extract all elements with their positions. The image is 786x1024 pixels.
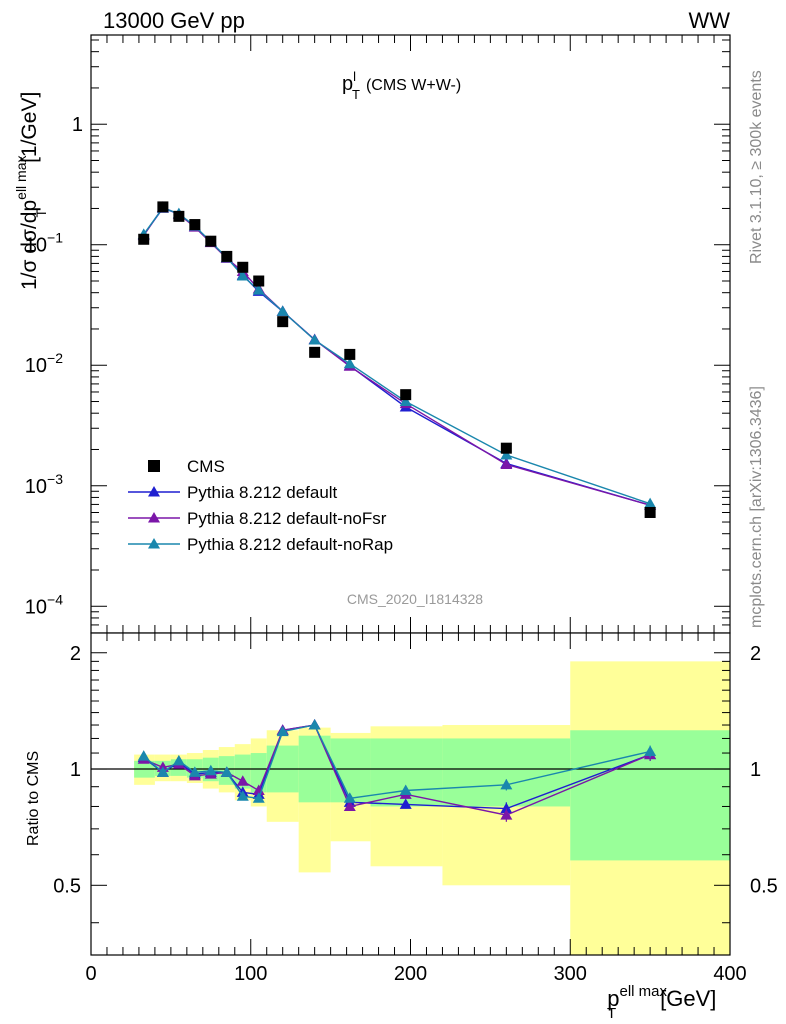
data-point-cms: [277, 316, 289, 328]
ratio-point-noRap: [204, 764, 217, 776]
ratio-point-noFsr: [343, 800, 356, 811]
legend: CMS Pythia 8.212 default Pythia 8.212 defa…: [128, 457, 393, 554]
ratio-y-tick-label-right: 1: [750, 759, 761, 781]
legend-label-noFsr: Pythia 8.212 default-noFsr: [187, 509, 387, 528]
ratio-point-noFsr: [252, 784, 265, 795]
series-point-noRap: [500, 448, 513, 460]
ratio-point-default: [399, 798, 412, 809]
ratio-plot-axes: 0.5 0.5 1 1 2 2 0 100 200 300 400: [53, 632, 778, 985]
series-point-noRap: [236, 270, 249, 281]
data-point-cms: [173, 210, 185, 222]
data-point-cms: [237, 261, 249, 273]
x-tick-label: 400: [713, 963, 746, 985]
side-text-rivet: Rivet 3.1.10, ≥ 300k events: [748, 70, 765, 264]
series-point-noRap: [252, 284, 265, 295]
main-plot-area: [91, 35, 730, 633]
uncertainty-band-inner: [442, 738, 571, 807]
legend-marker-default: [148, 486, 160, 497]
series-point-noRap: [343, 357, 356, 369]
main-y-tick-label: 1: [72, 114, 83, 136]
legend-marker-data: [148, 460, 160, 472]
ratio-point-noRap: [399, 784, 412, 795]
ratio-point-noRap: [644, 745, 657, 757]
header-process-label: WW: [688, 8, 730, 33]
x-tick-label: 300: [554, 963, 587, 985]
ratio-point-noRap: [276, 725, 289, 737]
ratio-plot-area: [91, 633, 730, 955]
data-point-cms: [309, 346, 321, 358]
main-y-tick-label: 10−2: [25, 350, 63, 377]
ratio-point-noFsr: [500, 809, 513, 820]
data-point-cms: [138, 233, 150, 245]
legend-label-default: Pythia 8.212 default: [187, 483, 338, 502]
ratio-point-noRap: [188, 766, 201, 777]
ratio-point-noRap: [343, 792, 356, 803]
series-point-noRap: [644, 497, 657, 509]
ratio-plot-series: [137, 719, 657, 822]
data-point-cms: [157, 201, 169, 213]
main-plot-background: [91, 35, 730, 633]
data-point-cms: [253, 275, 265, 287]
legend-label-noRap: Pythia 8.212 default-noRap: [187, 535, 393, 554]
data-point-cms: [400, 389, 412, 401]
x-tick-label: 0: [85, 963, 96, 985]
series-point-noRap: [308, 333, 321, 345]
x-tick-label: 200: [394, 963, 427, 985]
main-y-tick-label: 10−3: [25, 471, 63, 498]
series-point-noFsr: [500, 458, 513, 470]
ratio-y-tick-label: 2: [70, 643, 81, 665]
ratio-y-tick-label: 0.5: [53, 875, 81, 897]
data-point-cms: [205, 235, 217, 247]
side-text-mcplots: mcplots.cern.ch [arXiv:1306.3436]: [748, 386, 765, 628]
uncertainty-band-inner: [234, 754, 251, 789]
data-point-cms: [500, 442, 512, 454]
data-point-cms: [344, 348, 356, 360]
x-axis-label: pell max T[GeV]: [607, 983, 716, 1022]
main-plot-title: pl T(CMS W+W-): [342, 69, 461, 102]
ratio-y-tick-label-right: 0.5: [750, 875, 778, 897]
ratio-point-noRap: [172, 754, 185, 766]
analysis-id-label: CMS_2020_I1814328: [347, 591, 483, 607]
legend-marker-noRap: [148, 538, 160, 549]
series-point-noRap: [276, 305, 289, 316]
x-tick-label: 100: [234, 963, 267, 985]
data-point-cms: [644, 506, 656, 518]
ratio-y-axis-label: Ratio to CMS: [25, 751, 42, 846]
main-y-axis-label: 1/σ dσ/dpell maxT[1/GeV]: [13, 92, 49, 290]
ratio-point-noRap: [156, 766, 169, 777]
header-collision-label: 13000 GeV pp: [103, 8, 245, 33]
data-point-cms: [189, 219, 201, 231]
legend-label-data: CMS: [187, 457, 225, 476]
uncertainty-band-inner: [330, 738, 371, 803]
ratio-point-noFsr: [236, 775, 249, 786]
ratio-point-default: [500, 802, 513, 814]
ratio-point-noRap: [252, 792, 265, 803]
legend-marker-noFsr: [148, 512, 160, 523]
ratio-point-noRap: [308, 719, 321, 730]
series-point-noRap: [399, 395, 412, 407]
main-y-tick-label: 10−1: [25, 230, 63, 257]
ratio-y-tick-label: 1: [70, 759, 81, 781]
ratio-point-noRap: [500, 778, 513, 790]
ratio-point-noRap: [236, 790, 249, 801]
ratio-point-noRap: [137, 750, 150, 761]
main-plot-series: [137, 201, 657, 518]
main-y-tick-label: 10−4: [25, 591, 63, 618]
ratio-point-noRap: [220, 766, 233, 777]
ratio-y-tick-label-right: 2: [750, 643, 761, 665]
data-point-cms: [221, 250, 233, 262]
